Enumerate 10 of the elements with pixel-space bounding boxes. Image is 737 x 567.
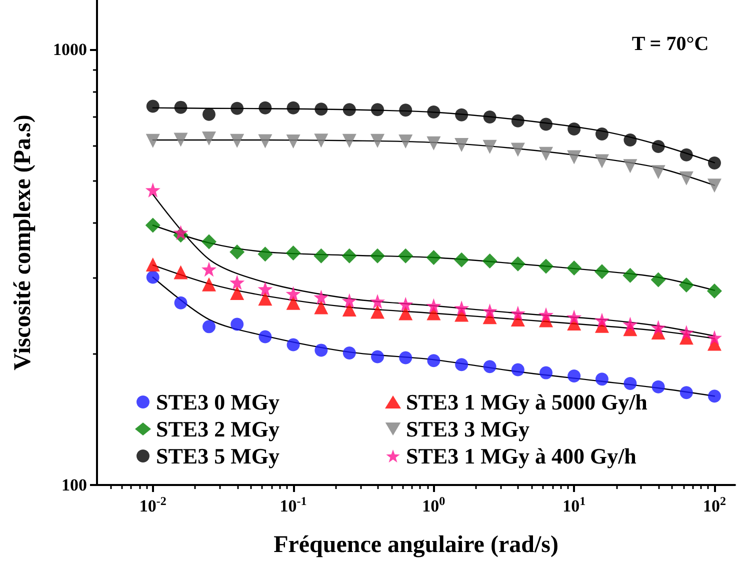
legend-label: STE3 1 MGy à 5000 Gy/h (406, 390, 648, 414)
y-tick-label: 1000 (53, 40, 87, 60)
annotation: T = 70°C (632, 33, 709, 55)
y-axis-title: Viscosité complexe (Pa.s) (10, 114, 36, 370)
x-axis-title: Fréquence angulaire (rad/s) (274, 532, 558, 558)
legend-label: STE3 3 MGy (406, 416, 530, 442)
legend-label: STE3 5 MGy (156, 444, 280, 468)
legend-label: STE3 1 MGy à 400 Gy/h (406, 444, 636, 468)
legend-label: STE3 0 MGy (156, 390, 280, 414)
legend-label: STE3 2 MGy (156, 416, 280, 442)
